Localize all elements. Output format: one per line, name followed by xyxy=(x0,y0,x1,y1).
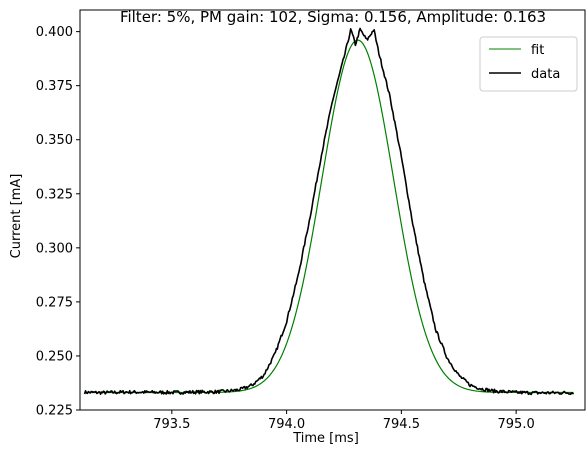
y-tick-label: 0.350 xyxy=(36,133,73,148)
data-line xyxy=(83,27,575,396)
plot-area xyxy=(83,27,575,396)
y-tick-label: 0.325 xyxy=(36,187,73,202)
x-tick-label: 795.0 xyxy=(498,417,535,432)
fit-line xyxy=(84,39,574,394)
y-tick-label: 0.275 xyxy=(36,295,73,310)
y-axis-label: Current [mA] xyxy=(9,174,24,259)
x-axis-label: Time [ms] xyxy=(292,431,359,446)
plot-frame xyxy=(79,9,586,411)
chart-title: Filter: 5%, PM gain: 102, Sigma: 0.156, … xyxy=(120,8,546,26)
y-tick-label: 0.250 xyxy=(36,349,73,364)
y-axis: 0.225 0.250 0.275 0.300 0.325 0.350 0.375 0.400 xyxy=(36,25,80,419)
legend-fit-label: fit xyxy=(531,43,544,58)
x-axis: 793.5 794.0 794.5 795.0 xyxy=(153,410,535,432)
y-tick-label: 0.375 xyxy=(36,79,73,94)
x-tick-label: 794.0 xyxy=(268,417,305,432)
y-tick-label: 0.300 xyxy=(36,241,73,256)
legend-box xyxy=(479,36,578,92)
legend: fit data xyxy=(479,36,578,92)
fit-series xyxy=(84,39,574,394)
x-tick-label: 794.5 xyxy=(383,417,420,432)
legend-data-label: data xyxy=(531,67,560,82)
x-tick-label: 793.5 xyxy=(153,417,190,432)
y-tick-label: 0.400 xyxy=(36,25,73,40)
y-tick-label: 0.225 xyxy=(36,404,73,419)
data-series xyxy=(83,27,575,396)
